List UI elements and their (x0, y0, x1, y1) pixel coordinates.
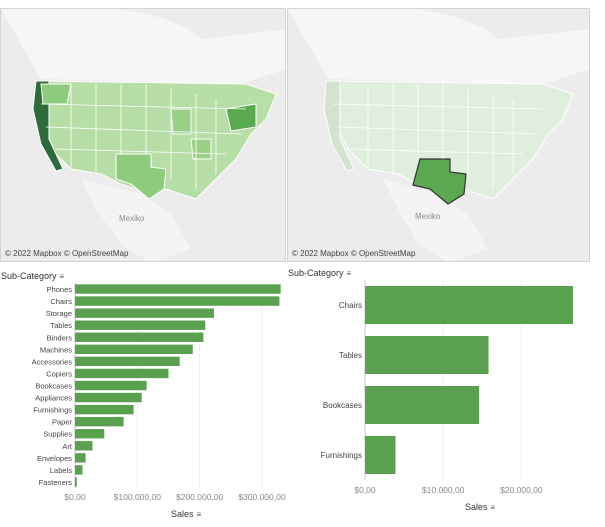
sales-bar[interactable] (75, 284, 281, 294)
sales-bar[interactable] (75, 392, 142, 403)
sales-bar[interactable] (75, 332, 204, 342)
x-tick-label: $200.000,00 (176, 492, 224, 502)
sales-bar[interactable] (75, 356, 180, 367)
sort-descending-icon[interactable]: ≡ (346, 269, 352, 278)
x-tick-label: $10.000,00 (422, 485, 465, 495)
subcategory-header-left[interactable]: Sub-Category ≡ (1, 271, 64, 281)
category-label[interactable]: Accessories (32, 357, 73, 366)
category-label[interactable]: Copiers (46, 369, 72, 378)
washington-state[interactable] (40, 83, 72, 105)
canada-landmass (1, 9, 285, 84)
mexico-label: Mexiko (415, 212, 441, 221)
sales-bar[interactable] (75, 368, 169, 379)
sort-descending-icon[interactable]: ≡ (59, 272, 65, 281)
category-label[interactable]: Fasteners (39, 478, 73, 487)
x-tick-label: $0,00 (64, 492, 86, 502)
sales-bar[interactable] (75, 416, 124, 427)
axis-title-label: Sales (171, 509, 194, 519)
category-label[interactable]: Supplies (43, 430, 72, 439)
sales-map-all-states[interactable]: Mexiko © 2022 Mapbox © OpenStreetMap (0, 8, 286, 262)
category-label[interactable]: Appliances (35, 394, 72, 403)
category-label[interactable]: Tables (339, 351, 362, 360)
furniture-sales-chart[interactable]: $0,00 $10.000,00 $20.000,00 Chairs Tables Boo… (290, 280, 595, 510)
sales-axis-title-left[interactable]: Sales ≡ (171, 509, 201, 519)
mexico-label: Mexiko (119, 214, 145, 223)
category-label[interactable]: Phones (47, 285, 73, 294)
sales-bar[interactable] (75, 453, 86, 463)
sales-bar[interactable] (75, 477, 77, 487)
texas-state[interactable] (115, 153, 167, 200)
texas-state-selected[interactable] (412, 158, 467, 205)
sales-bar[interactable] (365, 436, 396, 474)
x-tick-label: $0,00 (354, 485, 376, 495)
california-state[interactable] (323, 80, 355, 172)
mexico-landmass (81, 179, 191, 261)
sort-icon[interactable]: ≡ (490, 503, 496, 512)
x-tick-label: $100.000,00 (114, 492, 162, 502)
sales-bar[interactable] (365, 336, 489, 374)
category-label[interactable]: Bookcases (323, 401, 362, 410)
sales-bar[interactable] (75, 465, 83, 475)
sales-bar[interactable] (75, 344, 193, 355)
sales-map-texas-selected[interactable]: Mexiko © 2022 Mapbox © OpenStreetMap (287, 8, 590, 262)
usa-states-fill[interactable] (32, 80, 277, 200)
category-label[interactable]: Tables (50, 321, 72, 330)
canada-landmass (288, 9, 589, 84)
category-label[interactable]: Furnishings (321, 451, 362, 460)
sales-bar[interactable] (365, 386, 480, 424)
map-attribution[interactable]: © 2022 Mapbox © OpenStreetMap (292, 249, 416, 258)
sales-bar[interactable] (75, 296, 280, 306)
sales-bar[interactable] (75, 320, 206, 330)
x-tick-label: $20.000,00 (500, 485, 543, 495)
x-tick-label: $300.000,00 (238, 492, 286, 502)
map-canvas (1, 9, 285, 261)
header-label: Sub-Category (288, 268, 344, 278)
new-york-state[interactable] (225, 103, 257, 132)
sales-bar[interactable] (75, 441, 93, 451)
subcategory-header-right[interactable]: Sub-Category ≡ (288, 268, 351, 278)
category-label[interactable]: Binders (47, 333, 73, 342)
sales-bar[interactable] (75, 308, 214, 318)
sales-axis-title-right[interactable]: Sales ≡ (465, 502, 495, 512)
sales-bar[interactable] (75, 404, 134, 415)
category-label[interactable]: Chairs (50, 297, 72, 306)
mexico-landmass (383, 179, 488, 261)
category-label[interactable]: Machines (40, 345, 72, 354)
usa-states-fill[interactable] (323, 80, 574, 205)
category-label[interactable]: Furnishings (33, 406, 72, 415)
header-label: Sub-Category (1, 271, 57, 281)
category-label[interactable]: Bookcases (35, 382, 72, 391)
sales-bar[interactable] (75, 429, 105, 439)
category-label[interactable]: Labels (50, 466, 72, 475)
sort-icon[interactable]: ≡ (196, 510, 202, 519)
category-label[interactable]: Envelopes (37, 454, 72, 463)
axis-title-label: Sales (465, 502, 488, 512)
map-attribution[interactable]: © 2022 Mapbox © OpenStreetMap (5, 249, 129, 258)
sales-bar[interactable] (75, 380, 147, 391)
category-label[interactable]: Paper (52, 418, 73, 427)
sales-bar[interactable] (365, 286, 573, 324)
sales-by-subcategory-chart[interactable]: $0,00 $100.000,00 $200.000,00 $300.000,00 Ph… (0, 282, 300, 512)
map-canvas (288, 9, 589, 261)
category-label[interactable]: Art (62, 442, 73, 451)
category-label[interactable]: Chairs (339, 301, 362, 310)
category-label[interactable]: Storage (46, 309, 72, 318)
